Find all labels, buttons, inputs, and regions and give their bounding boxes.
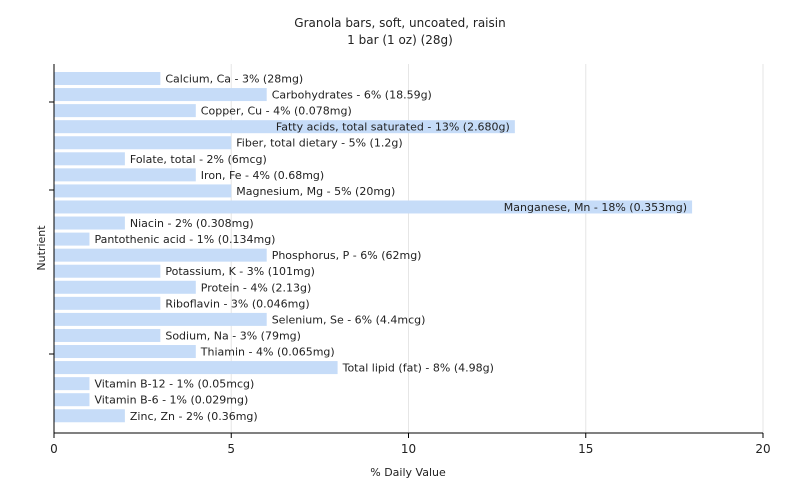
bar-label-15: Selenium, Se - 6% (4.4mcg)	[272, 313, 426, 326]
x-tick-label-5: 5	[227, 442, 235, 456]
bar-9	[54, 216, 125, 230]
bar-label-5: Folate, total - 2% (6mcg)	[130, 153, 267, 166]
bar-14	[54, 296, 161, 310]
bar-label-17: Thiamin - 4% (0.065mg)	[200, 346, 335, 359]
bar-16	[54, 328, 161, 342]
bar-label-12: Potassium, K - 3% (101mg)	[165, 265, 315, 278]
bar-11	[54, 248, 267, 262]
bar-label-3: Fatty acids, total saturated - 13% (2.68…	[276, 121, 510, 134]
bar-label-8: Manganese, Mn - 18% (0.353mg)	[504, 201, 687, 214]
bar-label-9: Niacin - 2% (0.308mg)	[130, 217, 254, 230]
chart-subtitle: 1 bar (1 oz) (28g)	[347, 33, 453, 47]
x-tick-label-20: 20	[755, 442, 770, 456]
x-tick-label-10: 10	[401, 442, 416, 456]
bar-10	[54, 232, 90, 246]
bar-6	[54, 168, 196, 182]
bar-label-14: Riboflavin - 3% (0.046mg)	[165, 297, 309, 310]
bars-group: Calcium, Ca - 3% (28mg) Carbohydrates - 6…	[54, 72, 693, 423]
bar-label-16: Sodium, Na - 3% (79mg)	[165, 329, 301, 342]
y-axis-title: Nutrient	[35, 225, 48, 271]
bar-7	[54, 184, 232, 198]
bar-1	[54, 88, 267, 102]
bar-label-7: Magnesium, Mg - 5% (20mg)	[236, 185, 395, 198]
x-tick-label-15: 15	[578, 442, 593, 456]
bar-8	[54, 200, 693, 214]
bar-label-2: Copper, Cu - 4% (0.078mg)	[201, 105, 352, 118]
bar-label-1: Carbohydrates - 6% (18.59g)	[272, 89, 432, 102]
bar-label-20: Vitamin B-6 - 1% (0.029mg)	[94, 394, 248, 407]
bar-label-11: Phosphorus, P - 6% (62mg)	[272, 249, 422, 262]
bar-0	[54, 72, 161, 85]
bar-label-0: Calcium, Ca - 3% (28mg)	[165, 73, 303, 86]
bar-label-21: Zinc, Zn - 2% (0.36mg)	[130, 410, 258, 423]
bar-label-4: Fiber, total dietary - 5% (1.2g)	[236, 137, 402, 150]
bar-21	[54, 409, 125, 423]
bar-17	[54, 345, 196, 359]
bar-3	[54, 120, 515, 134]
bar-label-18: Total lipid (fat) - 8% (4.98g)	[342, 362, 494, 375]
bar-20	[54, 393, 90, 407]
bar-label-10: Pantothenic acid - 1% (0.134mg)	[94, 233, 275, 246]
bar-label-13: Protein - 4% (2.13g)	[201, 281, 312, 294]
x-tick-label-0: 0	[50, 442, 58, 456]
bar-12	[54, 264, 161, 278]
bar-18	[54, 361, 338, 375]
chart-title: Granola bars, soft, uncoated, raisin	[294, 16, 505, 30]
bar-label-6: Iron, Fe - 4% (0.68mg)	[201, 169, 324, 182]
bar-2	[54, 104, 196, 118]
bar-5	[54, 152, 125, 166]
axes-group: 0 5 10 15 20	[49, 64, 771, 456]
x-axis-title: % Daily Value	[370, 466, 446, 479]
bar-19	[54, 377, 90, 391]
bar-13	[54, 280, 196, 294]
bar-15	[54, 312, 267, 326]
bar-4	[54, 136, 232, 150]
bar-label-19: Vitamin B-12 - 1% (0.05mcg)	[94, 378, 254, 391]
